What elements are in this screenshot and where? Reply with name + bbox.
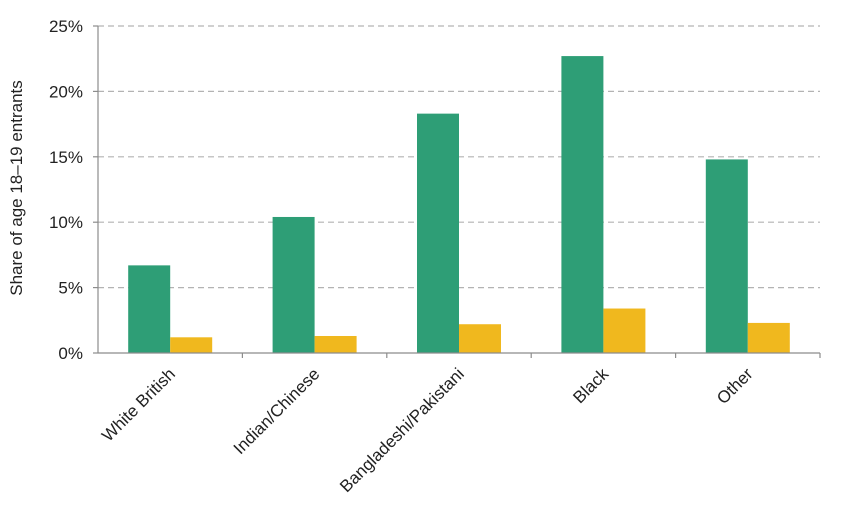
y-tick-labels: 0% 5% 10% 15% 20% 25% xyxy=(49,17,83,363)
bar xyxy=(603,308,646,353)
y-tick-label: 10% xyxy=(49,213,83,232)
bar xyxy=(128,265,171,353)
bar xyxy=(561,56,604,354)
y-tick-label: 25% xyxy=(49,17,83,36)
x-tick-label: Bangladeshi/Pakistani xyxy=(336,364,468,496)
y-tick-label: 20% xyxy=(49,82,83,101)
bar xyxy=(417,113,459,353)
axes xyxy=(93,25,821,358)
x-tick-label: Indian/Chinese xyxy=(230,364,324,458)
bar xyxy=(170,337,213,353)
x-tick-label: Other xyxy=(713,364,757,408)
bar xyxy=(314,335,357,353)
bar xyxy=(272,216,315,353)
x-tick-labels: White British Indian/Chinese Bangladeshi/P… xyxy=(98,364,757,496)
bar xyxy=(747,322,790,353)
y-tick-label: 15% xyxy=(49,148,83,167)
x-tick-label: Black xyxy=(569,364,612,407)
bars xyxy=(128,56,790,354)
y-tick-label: 5% xyxy=(58,279,83,298)
bar xyxy=(459,324,501,353)
y-tick-label: 0% xyxy=(58,344,83,363)
x-tick-label: White British xyxy=(98,364,179,445)
bar xyxy=(705,159,748,353)
y-axis-title: Share of age 18–19 entrants xyxy=(7,80,26,296)
